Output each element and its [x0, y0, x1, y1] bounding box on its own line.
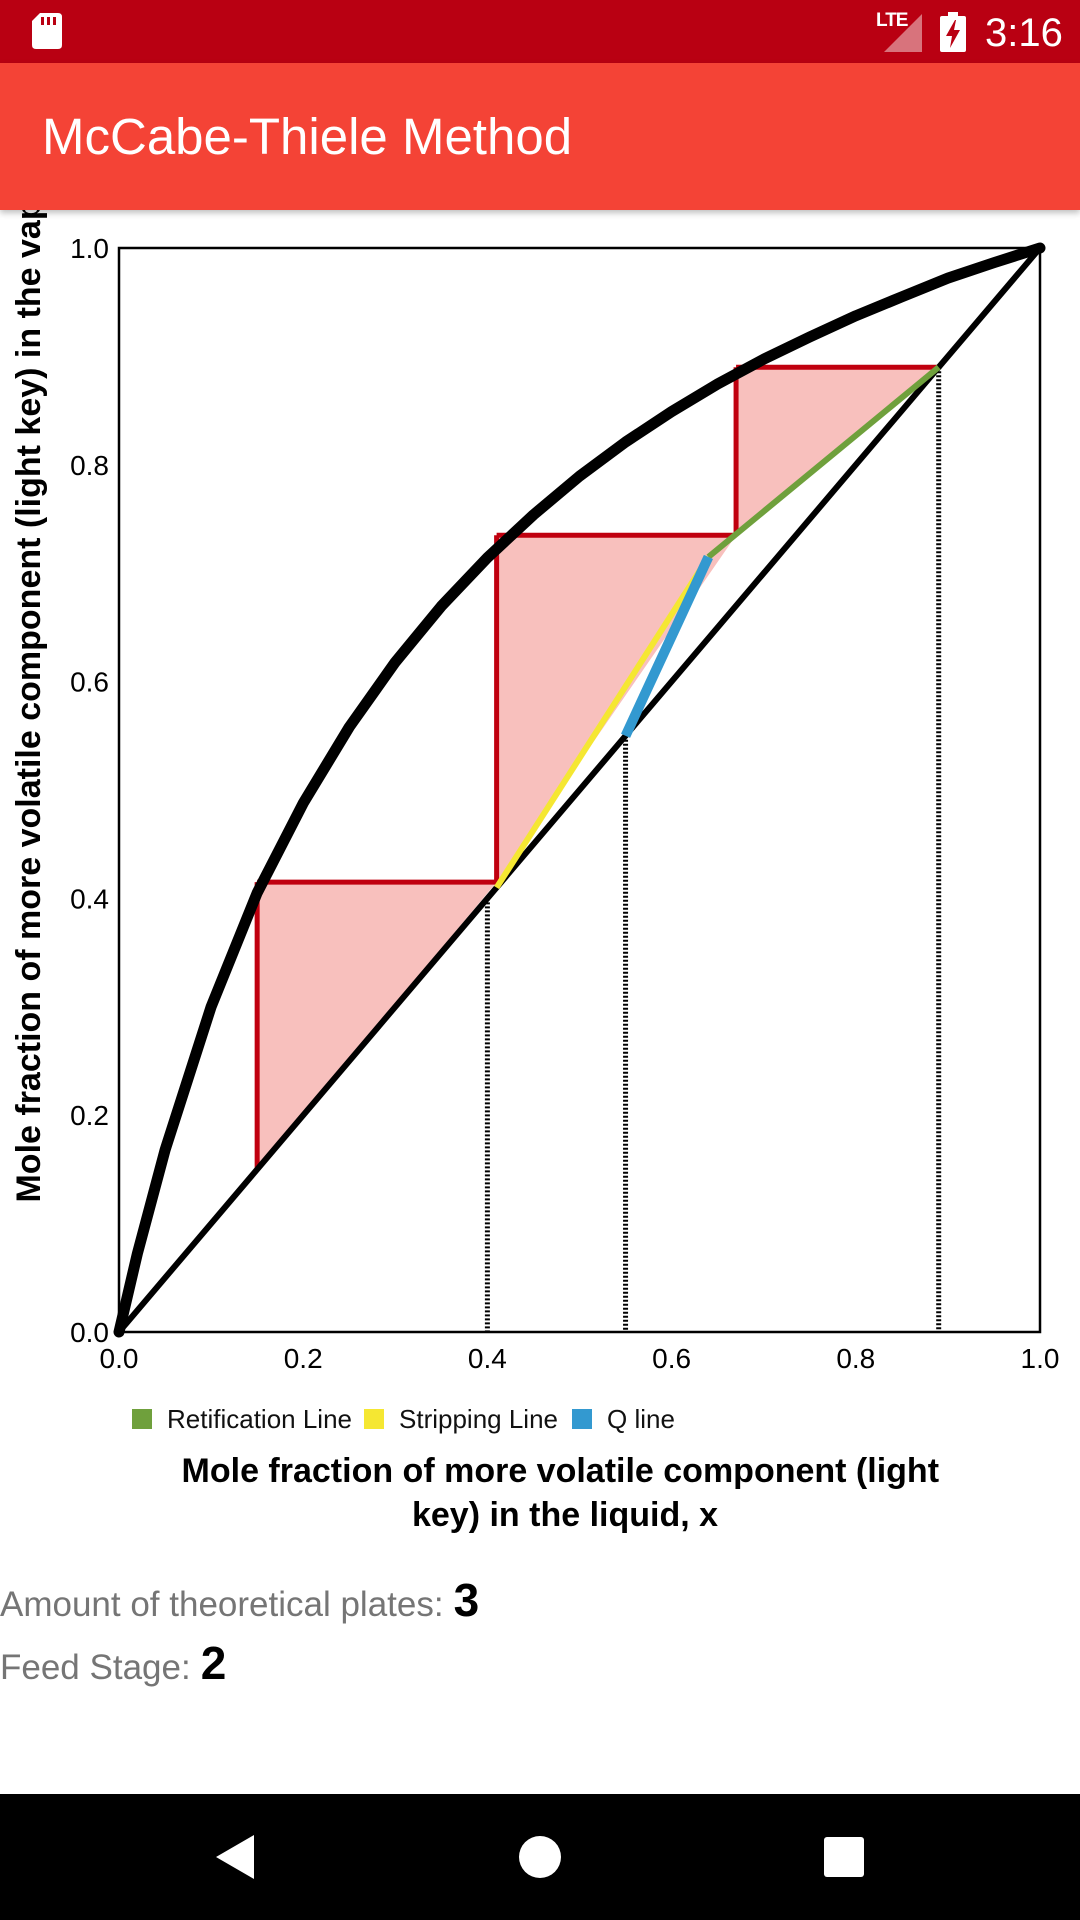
recents-icon[interactable]: [784, 1794, 904, 1920]
plot-area: [117, 246, 1042, 1334]
stage-lines: [254, 364, 939, 1170]
plates-value: 3: [453, 1574, 480, 1626]
page-title: McCabe-Thiele Method: [42, 108, 573, 165]
reference-lines: [484, 367, 942, 1332]
sd-card-icon: [32, 13, 62, 49]
status-bar: LTE 3:16: [0, 0, 1080, 63]
x-tick-label: 0.2: [284, 1343, 323, 1374]
legend-label: Q line: [607, 1404, 675, 1434]
x-axis-title-line-2: key) in the liquid, x: [412, 1496, 718, 1534]
x-axis-title: Mole fraction of more volatile component…: [182, 1452, 949, 1534]
legend: Retification Line Stripping Line Q line: [132, 1404, 675, 1434]
x-tick-label: 0.6: [652, 1343, 691, 1374]
app-bar: McCabe-Thiele Method: [0, 63, 1080, 210]
series-line-1: [706, 364, 941, 560]
x-axis-title-line-1: Mole fraction of more volatile component…: [182, 1452, 939, 1490]
series-line-3: [621, 554, 713, 738]
battery-charging-icon: [940, 12, 966, 52]
y-axis-ticks: 0.0 0.2 0.4 0.6 0.8 1.0: [70, 233, 109, 1348]
clock: 3:16: [985, 11, 1063, 55]
feed-stage-label: Feed Stage:: [0, 1648, 191, 1687]
x-tick-label: 1.0: [1021, 1343, 1060, 1374]
legend-swatch: [132, 1409, 152, 1429]
x-tick-label: 0.8: [836, 1343, 875, 1374]
plates-result: Amount of theoretical plates: 3: [0, 1573, 479, 1627]
x-tick-label: 0.0: [100, 1343, 139, 1374]
y-axis-title: Mole fraction of more volatile component…: [10, 210, 48, 1203]
plates-label: Amount of theoretical plates:: [0, 1585, 444, 1624]
diagonal-line: [116, 246, 1043, 1334]
legend-label: Stripping Line: [399, 1404, 558, 1434]
signal-icon: [884, 14, 922, 52]
legend-label: Retification Line: [167, 1404, 352, 1434]
series-line-2: [494, 555, 711, 890]
y-tick-label: 0.2: [70, 1100, 109, 1131]
x-tick-label: 0.4: [468, 1343, 507, 1374]
y-tick-label: 0.4: [70, 883, 109, 914]
feed-stage-value: 2: [200, 1637, 227, 1689]
equilibrium-curve: [113, 242, 1046, 1338]
network-type-label: LTE: [876, 10, 909, 31]
mccabe-thiele-chart: 0.0 0.2 0.4 0.6 0.8 1.0 0.0 0.2 0.4 0.6 0.8 1.0 Re…: [10, 210, 1060, 1534]
y-tick-label: 0.8: [70, 450, 109, 481]
home-icon[interactable]: [480, 1794, 600, 1920]
y-tick-label: 1.0: [70, 233, 109, 264]
back-icon[interactable]: [176, 1794, 296, 1920]
navigation-bar: [0, 1794, 1080, 1920]
y-tick-label: 0.6: [70, 667, 109, 698]
operating-lines: [494, 364, 941, 890]
x-axis-ticks: 0.0 0.2 0.4 0.6 0.8 1.0: [100, 1343, 1060, 1374]
y-tick-label: 0.0: [70, 1317, 109, 1348]
feed-stage-result: Feed Stage: 2: [0, 1636, 226, 1690]
legend-swatch: [572, 1409, 592, 1429]
legend-swatch: [364, 1409, 384, 1429]
